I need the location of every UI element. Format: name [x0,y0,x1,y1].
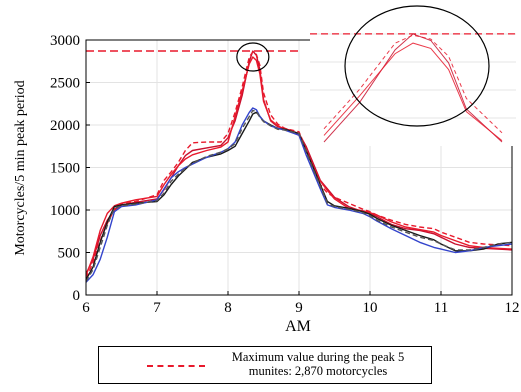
inset-series-line [323,34,503,134]
x-tick-label: 12 [505,300,520,316]
y-tick-label: 500 [58,246,81,262]
series-line [85,107,513,283]
y-axis-label: Motorcycles/5 min peak period [13,80,28,255]
inset-background [310,6,516,146]
inset-zoom-circle [344,5,490,127]
x-axis-label: AM [285,318,311,335]
inset-series-line [323,42,503,142]
x-tick-label: 9 [295,300,303,316]
lines-layer [85,50,513,283]
x-tick-label: 6 [82,300,90,316]
legend-swatch-dashed-line [147,365,205,367]
y-tick-label: 0 [73,288,81,304]
y-tick-label: 2000 [50,118,80,134]
inset-zoom [310,5,516,146]
x-tick-label: 11 [434,300,448,316]
y-tick-label: 1000 [50,203,80,219]
x-tick-label: 7 [153,300,161,316]
x-tick-label: 8 [224,300,232,316]
y-tick-label: 2500 [50,76,80,92]
y-tick-label: 3000 [50,33,80,49]
x-tick-label: 10 [363,300,378,316]
series-line [85,51,513,279]
series-line [85,56,513,276]
ticks-layer: 6 7 8 9 10 11 12 0 500 1000 1500 2000 2500 3000 [50,33,520,316]
peak-marker-circle [236,42,270,72]
y-tick-label: 1500 [50,161,80,177]
legend: Maximum value during the peak 5 munites:… [98,346,432,384]
legend-label: Maximum value during the peak 5 munites:… [231,350,405,378]
